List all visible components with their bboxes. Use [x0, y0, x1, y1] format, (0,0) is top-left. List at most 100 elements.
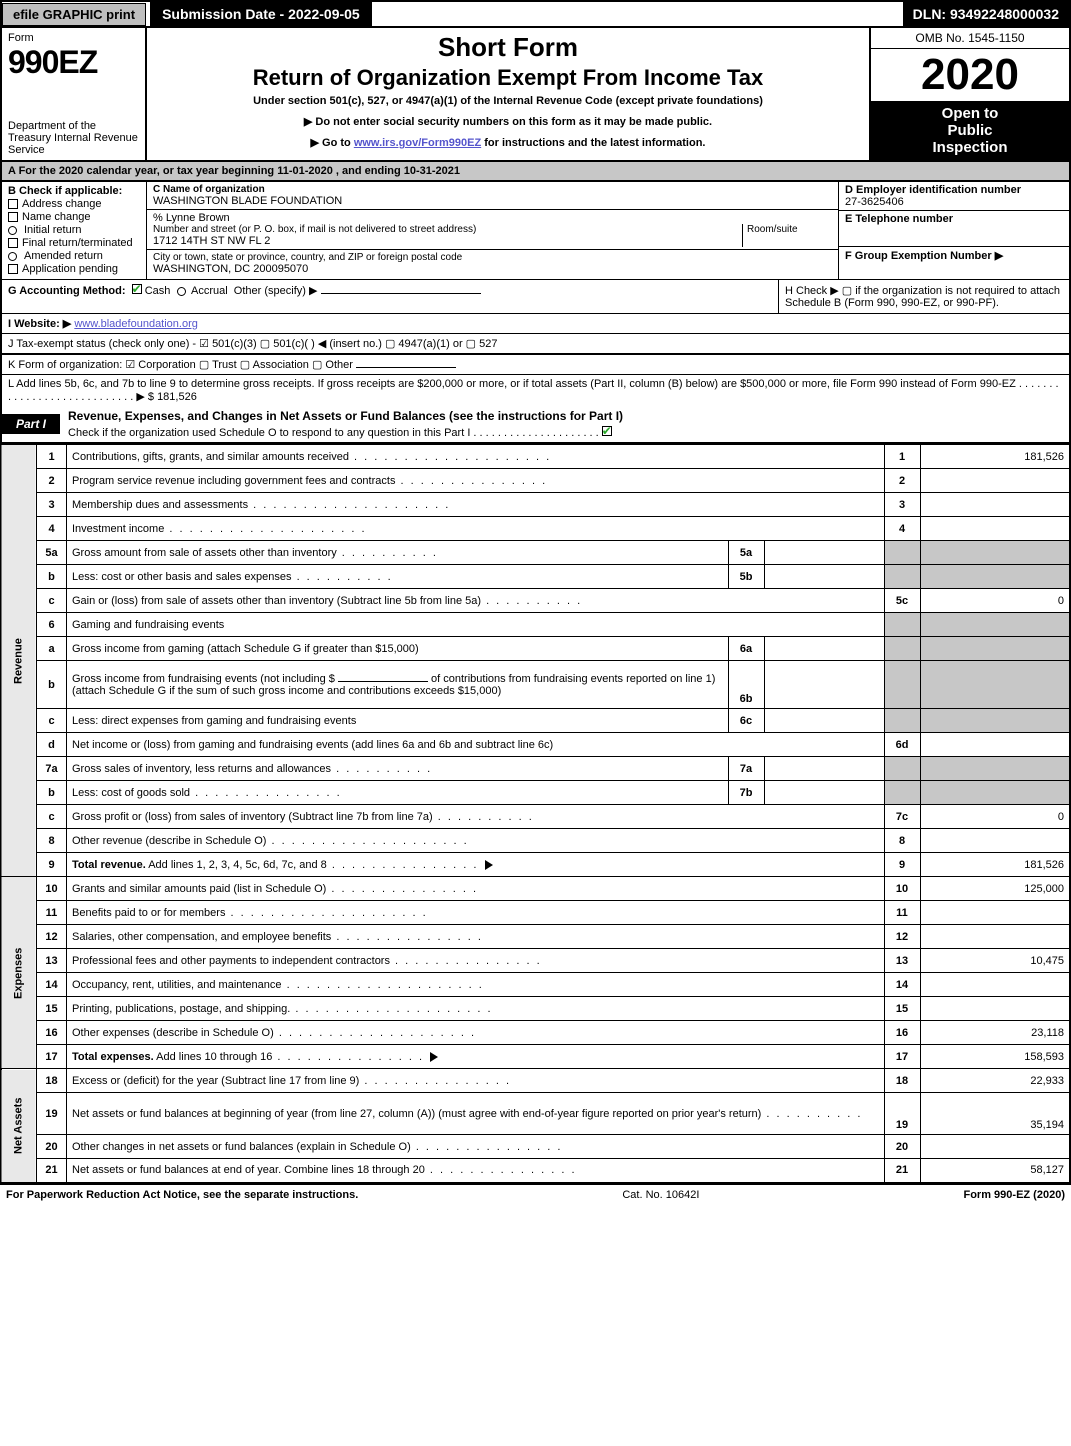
website-link[interactable]: www.bladefoundation.org	[74, 318, 198, 330]
line-18-num: 18	[37, 1069, 67, 1093]
part-i-title: Revenue, Expenses, and Changes in Net As…	[60, 406, 1069, 426]
amount-10: 125,000	[920, 877, 1070, 901]
amount-15	[920, 997, 1070, 1021]
amount-16: 23,118	[920, 1021, 1070, 1045]
line-20-desc: Other changes in net assets or fund bala…	[72, 1141, 562, 1153]
subval-7b	[764, 781, 884, 805]
amount-6c	[920, 709, 1070, 733]
group-exemption-lbl: F Group Exemption Number ▶	[845, 249, 1063, 262]
line-5b-desc: Less: cost or other basis and sales expe…	[72, 571, 393, 583]
check-address-change[interactable]	[8, 199, 18, 209]
amount-6	[920, 613, 1070, 637]
omb-number: OMB No. 1545-1150	[871, 28, 1069, 49]
line-8-desc: Other revenue (describe in Schedule O)	[72, 835, 469, 847]
dln: DLN: 93492248000032	[903, 2, 1069, 26]
lbl-final-return: Final return/terminated	[22, 237, 133, 249]
line-6d-num: d	[37, 733, 67, 757]
line-6a-num: a	[37, 637, 67, 661]
lbl-amended-return: Amended return	[24, 250, 103, 262]
line-9-desc: Add lines 1, 2, 3, 4, 5c, 6d, 7c, and 8	[148, 859, 478, 871]
line-5c-ref: 5c	[884, 589, 920, 613]
line-14-num: 14	[37, 973, 67, 997]
check-initial-return[interactable]	[8, 226, 17, 235]
line-17-num: 17	[37, 1045, 67, 1069]
line-21-desc: Net assets or fund balances at end of ye…	[72, 1164, 577, 1176]
line-7c-desc: Gross profit or (loss) from sales of inv…	[72, 811, 534, 823]
dept-treasury: Department of the Treasury Internal Reve…	[8, 120, 139, 156]
city-lbl: City or town, state or province, country…	[153, 252, 832, 263]
c-name-lbl: C Name of organization	[153, 184, 832, 195]
line-18-ref: 18	[884, 1069, 920, 1093]
line-6c-ref	[884, 709, 920, 733]
line-5b-num: b	[37, 565, 67, 589]
subval-6c	[764, 709, 884, 733]
line-3-num: 3	[37, 493, 67, 517]
part-i-table: Revenue 1 Contributions, gifts, grants, …	[0, 444, 1071, 1184]
amount-1: 181,526	[920, 445, 1070, 469]
line-6a-ref	[884, 637, 920, 661]
note-website: ▶ Go to www.irs.gov/Form990EZ for instru…	[155, 136, 861, 149]
line-10-desc: Grants and similar amounts paid (list in…	[72, 883, 478, 895]
sub-6a: 6a	[728, 637, 764, 661]
row-a-tax-year: A For the 2020 calendar year, or tax yea…	[0, 162, 1071, 182]
lbl-address-change: Address change	[22, 198, 102, 210]
amount-2	[920, 469, 1070, 493]
amount-14	[920, 973, 1070, 997]
line-19-desc: Net assets or fund balances at beginning…	[72, 1108, 862, 1120]
subval-7a	[764, 757, 884, 781]
amount-3	[920, 493, 1070, 517]
line-7c-num: c	[37, 805, 67, 829]
l6b-part1: Gross income from fundraising events (no…	[72, 673, 335, 685]
lbl-application-pending: Application pending	[22, 263, 118, 275]
b-heading: B Check if applicable:	[8, 185, 140, 197]
line-7b-desc: Less: cost of goods sold	[72, 787, 342, 799]
amount-7a	[920, 757, 1070, 781]
check-final-return[interactable]	[8, 238, 18, 248]
line-16-num: 16	[37, 1021, 67, 1045]
line-8-num: 8	[37, 829, 67, 853]
amount-20	[920, 1135, 1070, 1159]
amount-6d	[920, 733, 1070, 757]
l-amount: 181,526	[157, 391, 197, 403]
row-i-website: I Website: ▶ www.bladefoundation.org	[0, 313, 1071, 333]
line-14-desc: Occupancy, rent, utilities, and maintena…	[72, 979, 484, 991]
submission-date: Submission Date - 2022-09-05	[150, 2, 372, 26]
line-12-desc: Salaries, other compensation, and employ…	[72, 931, 483, 943]
line-2-desc: Program service revenue including govern…	[72, 475, 547, 487]
check-accrual[interactable]	[177, 287, 186, 296]
page-footer: For Paperwork Reduction Act Notice, see …	[0, 1184, 1071, 1205]
part-i-label: Part I	[2, 414, 60, 434]
org-name: WASHINGTON BLADE FOUNDATION	[153, 195, 832, 207]
line-10-ref: 10	[884, 877, 920, 901]
arrow-icon	[485, 860, 493, 870]
form-label: Form	[8, 32, 139, 44]
line-13-desc: Professional fees and other payments to …	[72, 955, 542, 967]
k-text: K Form of organization: ☑ Corporation ▢ …	[8, 359, 353, 371]
irs-link[interactable]: www.irs.gov/Form990EZ	[354, 137, 481, 149]
line-6-desc: Gaming and fundraising events	[67, 613, 885, 637]
sub-6b: 6b	[728, 661, 764, 709]
line-15-desc: Printing, publications, postage, and shi…	[72, 1003, 493, 1015]
check-amended-return[interactable]	[8, 252, 17, 261]
check-cash[interactable]	[132, 284, 142, 294]
note-ssn: ▶ Do not enter social security numbers o…	[155, 115, 861, 128]
amount-7c: 0	[920, 805, 1070, 829]
efile-print-button[interactable]: efile GRAPHIC print	[2, 3, 146, 26]
footer-cat: Cat. No. 10642I	[622, 1189, 699, 1201]
check-schedule-o[interactable]	[602, 426, 612, 436]
line-14-ref: 14	[884, 973, 920, 997]
line-13-ref: 13	[884, 949, 920, 973]
row-k-form-org: K Form of organization: ☑ Corporation ▢ …	[0, 353, 1071, 374]
line-5c-num: c	[37, 589, 67, 613]
i-label: I Website: ▶	[8, 318, 71, 330]
g-label: G Accounting Method:	[8, 285, 126, 297]
line-7a-num: 7a	[37, 757, 67, 781]
other-specify-line	[321, 293, 481, 294]
form-number: 990EZ	[8, 44, 139, 81]
amount-11	[920, 901, 1070, 925]
check-name-change[interactable]	[8, 212, 18, 222]
check-application-pending[interactable]	[8, 264, 18, 274]
h-check: H Check ▶ ▢ if the organization is not r…	[779, 280, 1069, 313]
line-5c-desc: Gain or (loss) from sale of assets other…	[72, 595, 582, 607]
amount-4	[920, 517, 1070, 541]
